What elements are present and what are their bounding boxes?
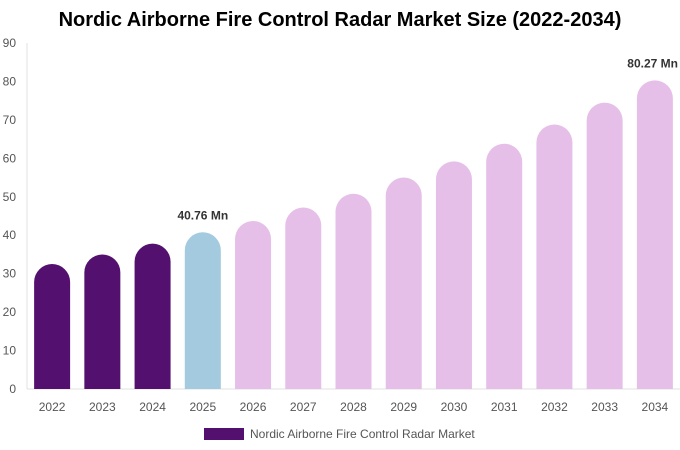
y-tick-label: 0 [9, 382, 16, 396]
y-tick-label: 70 [3, 113, 17, 127]
bar-2023 [84, 254, 121, 389]
data-label-2034: 80.27 Mn [627, 56, 678, 70]
y-tick-label: 50 [3, 190, 17, 204]
bar-2029 [385, 177, 422, 389]
x-tick-label: 2029 [390, 400, 417, 414]
bar-2025 [184, 232, 221, 389]
y-tick-label: 30 [3, 267, 17, 281]
bar-2024 [134, 243, 171, 389]
bar-2022 [34, 264, 71, 389]
x-tick-label: 2024 [139, 400, 166, 414]
bar-2033 [586, 102, 623, 389]
x-tick-label: 2028 [340, 400, 367, 414]
y-tick-label: 90 [3, 36, 17, 50]
x-tick-label: 2027 [290, 400, 317, 414]
y-tick-label: 60 [3, 151, 17, 165]
x-tick-label: 2022 [39, 400, 66, 414]
bar-2031 [486, 143, 523, 389]
chart-title: Nordic Airborne Fire Control Radar Marke… [58, 9, 622, 31]
x-tick-label: 2031 [491, 400, 518, 414]
y-tick-label: 10 [3, 344, 17, 358]
bar-2026 [235, 221, 272, 389]
bar-2028 [335, 193, 372, 389]
y-tick-label: 20 [3, 305, 17, 319]
x-tick-label: 2025 [189, 400, 216, 414]
x-tick-label: 2023 [89, 400, 116, 414]
legend: Nordic Airborne Fire Control Radar Marke… [204, 426, 475, 442]
x-tick-label: 2034 [642, 400, 669, 414]
x-tick-label: 2030 [441, 400, 468, 414]
bar-2030 [435, 161, 472, 389]
x-tick-label: 2026 [240, 400, 267, 414]
x-tick-label: 2032 [541, 400, 568, 414]
legend-label: Nordic Airborne Fire Control Radar Marke… [250, 427, 475, 441]
x-tick-label: 2033 [591, 400, 618, 414]
y-tick-label: 40 [3, 228, 17, 242]
data-label-2025: 40.76 Mn [177, 208, 228, 222]
y-tick-label: 80 [3, 74, 17, 88]
bar-2027 [285, 207, 322, 389]
bar-2032 [536, 124, 573, 389]
legend-swatch [204, 428, 244, 440]
bar-2034 [636, 80, 673, 390]
